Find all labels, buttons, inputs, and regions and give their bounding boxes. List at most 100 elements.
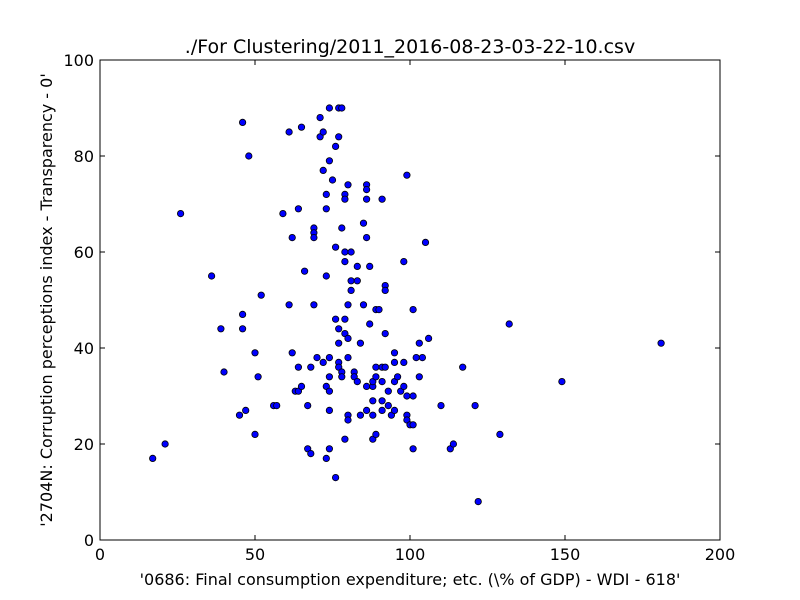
data-point-58 xyxy=(331,142,340,150)
data-point-4 xyxy=(217,325,225,333)
y-tick-label-2: 40 xyxy=(74,339,94,358)
data-point-70 xyxy=(338,224,346,232)
data-point-25 xyxy=(294,205,302,213)
data-point-43 xyxy=(319,166,327,174)
data-point-18 xyxy=(279,210,287,218)
data-point-19 xyxy=(285,128,293,136)
data-point-10 xyxy=(242,406,250,414)
data-point-149 xyxy=(424,334,433,342)
data-point-124 xyxy=(384,401,392,410)
data-point-75 xyxy=(341,435,349,443)
data-point-129 xyxy=(390,406,399,414)
data-point-117 xyxy=(378,397,386,405)
data-point-17 xyxy=(273,401,281,410)
data-point-150 xyxy=(437,401,445,410)
data-point-120 xyxy=(381,286,389,294)
data-point-50 xyxy=(325,157,333,165)
data-point-6 xyxy=(235,411,244,419)
x-tick-label-0: 0 xyxy=(95,545,105,564)
data-point-63 xyxy=(335,325,343,333)
data-point-100 xyxy=(362,195,371,203)
data-point-21 xyxy=(288,234,296,242)
y-tick-label-0: 0 xyxy=(84,531,94,550)
x-tick-label-1: 50 xyxy=(245,545,265,564)
data-point-40 xyxy=(316,114,324,122)
data-point-7 xyxy=(239,325,247,333)
data-point-73 xyxy=(341,257,349,266)
data-point-107 xyxy=(369,397,377,405)
data-point-67 xyxy=(338,104,346,112)
data-point-86 xyxy=(347,248,355,256)
data-point-152 xyxy=(449,440,457,448)
data-point-48 xyxy=(322,454,330,462)
data-point-154 xyxy=(471,401,479,410)
plot-frame xyxy=(99,59,721,541)
data-point-14 xyxy=(254,373,262,381)
data-point-28 xyxy=(297,123,306,131)
data-point-84 xyxy=(347,277,355,285)
data-point-158 xyxy=(558,377,566,386)
data-point-37 xyxy=(310,301,318,309)
data-point-30 xyxy=(304,401,312,410)
data-point-140 xyxy=(409,305,417,314)
data-point-130 xyxy=(393,373,402,381)
data-point-77 xyxy=(341,195,349,203)
data-point-144 xyxy=(412,353,420,362)
data-point-12 xyxy=(251,430,259,438)
data-point-145 xyxy=(415,339,423,347)
data-point-41 xyxy=(319,128,327,136)
data-point-46 xyxy=(322,272,330,280)
data-point-29 xyxy=(300,267,309,275)
data-point-134 xyxy=(400,382,408,390)
x-tick-label-2: 100 xyxy=(395,545,426,564)
data-point-78 xyxy=(344,181,352,189)
y-tick-label-4: 80 xyxy=(74,147,94,166)
data-point-11 xyxy=(245,152,253,160)
data-point-56 xyxy=(328,176,337,184)
data-point-116 xyxy=(378,377,386,386)
data-point-76 xyxy=(341,315,349,323)
data-point-8 xyxy=(239,310,247,318)
data-point-98 xyxy=(362,382,371,390)
data-point-122 xyxy=(381,363,389,371)
data-point-90 xyxy=(353,277,361,285)
data-point-27 xyxy=(297,382,306,390)
data-point-91 xyxy=(353,262,361,270)
data-point-127 xyxy=(390,358,399,366)
data-point-153 xyxy=(459,363,467,371)
data-point-92 xyxy=(356,339,364,347)
data-point-157 xyxy=(505,320,513,328)
x-axis-label: '0686: Final consumption expenditure; et… xyxy=(140,570,681,589)
data-point-51 xyxy=(325,104,333,112)
data-point-136 xyxy=(403,392,411,400)
data-point-22 xyxy=(288,349,296,357)
data-point-49 xyxy=(325,406,333,414)
data-point-79 xyxy=(344,301,352,309)
data-point-72 xyxy=(341,248,349,256)
data-point-54 xyxy=(325,387,333,395)
data-point-9 xyxy=(239,118,247,127)
data-point-141 xyxy=(409,445,417,453)
data-point-111 xyxy=(372,363,380,371)
data-point-143 xyxy=(409,421,417,429)
data-point-33 xyxy=(307,363,315,371)
data-point-118 xyxy=(378,406,386,414)
data-point-159 xyxy=(657,339,665,347)
data-point-80 xyxy=(344,334,352,342)
data-point-97 xyxy=(362,186,371,194)
data-point-1 xyxy=(161,440,169,448)
y-tick-label-5: 100 xyxy=(63,51,94,70)
data-point-0 xyxy=(149,454,157,462)
x-tick-label-3: 150 xyxy=(550,545,581,564)
points-layer xyxy=(149,104,665,506)
data-point-101 xyxy=(362,234,371,242)
data-point-135 xyxy=(403,171,411,179)
data-point-3 xyxy=(208,272,216,280)
data-point-20 xyxy=(285,301,293,309)
data-point-155 xyxy=(474,497,482,506)
data-point-5 xyxy=(220,368,228,376)
data-point-156 xyxy=(496,430,504,438)
data-point-60 xyxy=(331,473,340,482)
data-point-147 xyxy=(418,353,426,362)
data-point-133 xyxy=(400,358,408,366)
